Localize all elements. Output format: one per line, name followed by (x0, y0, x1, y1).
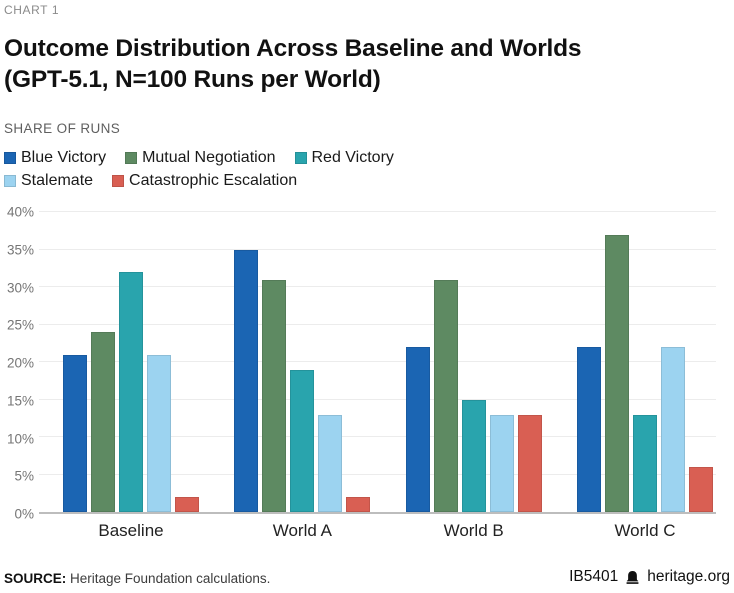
bar-group-world-a: World A (234, 212, 371, 540)
legend-label: Red Victory (311, 149, 394, 167)
bar-mutual-negotiation (604, 234, 629, 513)
legend-label: Stalemate (21, 172, 94, 190)
bar-group-world-b: World B (405, 212, 542, 540)
legend-swatch-icon (125, 152, 138, 165)
bar-group-baseline: Baseline (63, 212, 199, 540)
source-note: SOURCE: Heritage Foundation calculations… (4, 571, 270, 586)
bar-blue-victory (63, 354, 87, 513)
bar-red-victory (632, 414, 657, 513)
chart-title: Outcome Distribution Across Baseline and… (4, 33, 730, 95)
gridline (39, 398, 716, 400)
legend-label: Mutual Negotiation (142, 149, 276, 167)
x-tick-label: World C (614, 521, 676, 541)
bar-red-victory (119, 272, 143, 513)
bar-stalemate (147, 354, 171, 513)
bar-catastrophic-escalation (346, 497, 371, 513)
footer-branding: IB5401 heritage.org (569, 568, 730, 586)
legend-item-red-victory: Red Victory (294, 149, 394, 167)
bar-red-victory (461, 399, 486, 513)
gridline (39, 436, 716, 438)
bar-red-victory (290, 369, 315, 513)
chart-kicker: CHART 1 (4, 3, 60, 17)
legend-item-blue-victory: Blue Victory (4, 149, 106, 167)
bar-blue-victory (234, 249, 259, 513)
bar-group-world-c: World C (576, 212, 713, 540)
legend-swatch-icon (294, 152, 307, 165)
gridline (39, 248, 716, 250)
report-id: IB5401 (569, 568, 619, 585)
x-tick-label: World A (272, 521, 332, 541)
y-axis: 0% 5% 10% 15% 20% 25% 30% 35% 40% (4, 205, 34, 522)
chart-title-line2: (GPT-5.1, N=100 Runs per World) (4, 66, 381, 94)
bar-catastrophic-escalation (688, 467, 713, 513)
y-tick-label: 25% (6, 317, 34, 333)
bar-chart: 0% 5% 10% 15% 20% 25% 30% 35% 40% Baseline World … (4, 205, 730, 540)
bar-groups: Baseline World A World B World C (39, 212, 716, 540)
bar-stalemate (318, 414, 343, 513)
y-tick-label: 35% (6, 242, 34, 258)
gridline (39, 211, 716, 213)
source-label: SOURCE: (4, 571, 67, 586)
bar-mutual-negotiation (433, 279, 458, 513)
site-name: heritage.org (647, 568, 730, 585)
bar-blue-victory (576, 347, 601, 513)
gridline (39, 286, 716, 288)
bar-catastrophic-escalation (517, 414, 542, 513)
y-tick-label: 5% (14, 468, 34, 484)
legend-label: Catastrophic Escalation (129, 172, 298, 190)
chart-legend: Blue Victory Mutual Negotiation Red Victor… (4, 149, 730, 190)
bar-blue-victory (405, 347, 430, 513)
y-tick-label: 20% (6, 355, 34, 371)
bar-catastrophic-escalation (175, 497, 199, 513)
axis-caption: SHARE OF RUNS (4, 121, 121, 137)
legend-item-catastrophic-escalation: Catastrophic Escalation (112, 172, 297, 190)
chart-footer: SOURCE: Heritage Foundation calculations… (4, 568, 730, 586)
x-tick-label: Baseline (98, 521, 164, 541)
y-tick-label: 0% (14, 506, 34, 522)
y-tick-label: 15% (6, 393, 34, 409)
bar-stalemate (660, 347, 685, 513)
y-tick-label: 10% (6, 431, 34, 447)
chart-title-line1: Outcome Distribution Across Baseline and… (4, 35, 582, 62)
legend-swatch-icon (112, 175, 125, 188)
legend-swatch-icon (4, 152, 16, 165)
y-tick-label: 30% (6, 280, 34, 296)
legend-row: Stalemate Catastrophic Escalation (4, 172, 730, 190)
legend-label: Blue Victory (21, 149, 107, 167)
legend-item-stalemate: Stalemate (4, 172, 93, 190)
gridline (39, 361, 716, 363)
bar-mutual-negotiation (262, 279, 287, 513)
legend-item-mutual-negotiation: Mutual Negotiation (125, 149, 276, 167)
legend-swatch-icon (4, 175, 16, 188)
heritage-bell-icon (626, 570, 639, 584)
bar-mutual-negotiation (91, 332, 115, 513)
y-tick-label: 40% (6, 204, 34, 220)
plot-area: Baseline World A World B World C (39, 211, 716, 540)
x-tick-label: World B (443, 521, 504, 541)
bar-stalemate (489, 414, 514, 513)
gridline (39, 473, 716, 475)
source-text: Heritage Foundation calculations. (66, 571, 271, 586)
legend-row: Blue Victory Mutual Negotiation Red Victor… (4, 149, 730, 167)
gridline (39, 323, 716, 325)
